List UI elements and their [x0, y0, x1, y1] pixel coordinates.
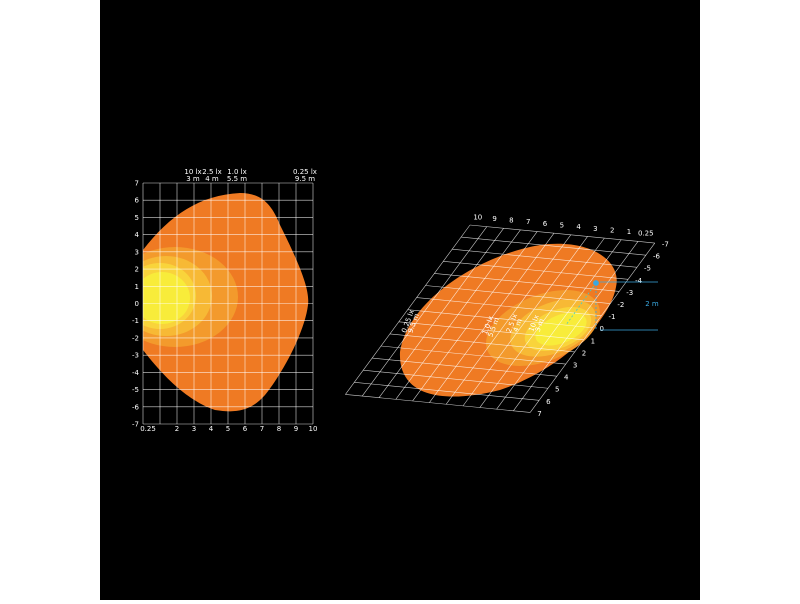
y-label: 6 [135, 197, 140, 205]
grid-line [452, 248, 638, 268]
lux-label: 2.5 lx [202, 168, 221, 176]
y-label: -2 [132, 334, 139, 342]
y-label: 4 [135, 231, 140, 239]
x-label: 0.25 [140, 425, 156, 433]
side-label: 4 [564, 374, 569, 382]
x-label: 8 [277, 425, 281, 433]
side-label: 0 [600, 325, 604, 333]
top-label: 0.25 [638, 230, 654, 238]
grid-line [469, 224, 655, 244]
grid-line [389, 333, 575, 353]
y-label: -1 [132, 317, 139, 325]
x-label: 7 [260, 425, 264, 433]
x-label: 2 [175, 425, 179, 433]
x-label: 9 [294, 425, 298, 433]
top-label: 6 [543, 220, 548, 228]
side-label: -5 [644, 265, 651, 273]
y-label: -5 [132, 386, 139, 394]
grid-line [407, 309, 593, 329]
top-label: 9 [492, 215, 496, 223]
core [535, 312, 587, 346]
grid-line [434, 273, 620, 292]
x-label: 4 [209, 425, 214, 433]
x-label: 10 [309, 425, 318, 433]
core [143, 272, 190, 324]
lamp [593, 280, 599, 286]
distance-label: 3 m [186, 175, 200, 183]
lux-label: 0.25 lx [293, 168, 317, 176]
distance-label: 5.5 m [227, 175, 247, 183]
distance-label: 4 m [205, 175, 219, 183]
y-label: 3 [135, 248, 139, 256]
x-label: 3 [192, 425, 196, 433]
y-label: -3 [132, 352, 139, 360]
top-label: 2 [610, 226, 614, 234]
height-marker [565, 280, 658, 331]
top-label: 7 [526, 218, 530, 226]
side-label: 2 [582, 349, 586, 357]
beam-line [565, 282, 597, 326]
side-label: 7 [537, 410, 541, 418]
grid-line [372, 357, 557, 377]
side-label: -3 [626, 289, 633, 297]
y-label: 5 [135, 214, 139, 222]
top-label: 5 [560, 221, 564, 229]
y-label: 0 [135, 300, 139, 308]
top-label: 1 [627, 228, 631, 236]
y-label: 1 [135, 283, 139, 291]
side-label: -7 [662, 241, 669, 249]
side-label: 5 [555, 386, 559, 394]
distance-label: 9.5 m [295, 175, 315, 183]
x-label: 5 [226, 425, 230, 433]
left-isolux [143, 193, 309, 412]
contour-label: 10 lx3 m [527, 314, 545, 333]
y-label: 7 [135, 180, 139, 188]
lux-label: 10 lx [184, 168, 201, 176]
grid-line [354, 382, 540, 401]
top-label: 3 [593, 225, 597, 233]
right-grid: 10 9 8 7 6 5 4 3 2 1 0.25-7-6-5-4-3-2-1012345670.2… [345, 213, 669, 418]
side-label: 1 [591, 337, 595, 345]
side-label: 3 [573, 362, 577, 370]
y-label: -7 [132, 421, 139, 429]
grid-line [416, 297, 602, 316]
top-label: 10 [473, 213, 482, 221]
side-label: -2 [617, 301, 624, 309]
y-label: -6 [132, 403, 140, 411]
height-label: 2 m [645, 300, 659, 308]
side-label: -4 [635, 277, 643, 285]
top-label: 4 [576, 223, 581, 231]
grid-line [443, 261, 629, 280]
grid-line [363, 369, 549, 389]
lux-label: 1.0 lx [227, 168, 246, 176]
side-label: 6 [546, 398, 551, 406]
side-label: -6 [653, 253, 661, 261]
side-label: -1 [608, 313, 615, 321]
y-label: -4 [132, 369, 140, 377]
y-label: 2 [135, 266, 139, 274]
grid-line [461, 236, 646, 256]
grid-line [345, 394, 531, 413]
x-label: 6 [243, 425, 248, 433]
grid-line [398, 321, 584, 341]
grid-line [380, 345, 566, 365]
top-label: 8 [509, 217, 513, 225]
grid-line [425, 285, 611, 304]
